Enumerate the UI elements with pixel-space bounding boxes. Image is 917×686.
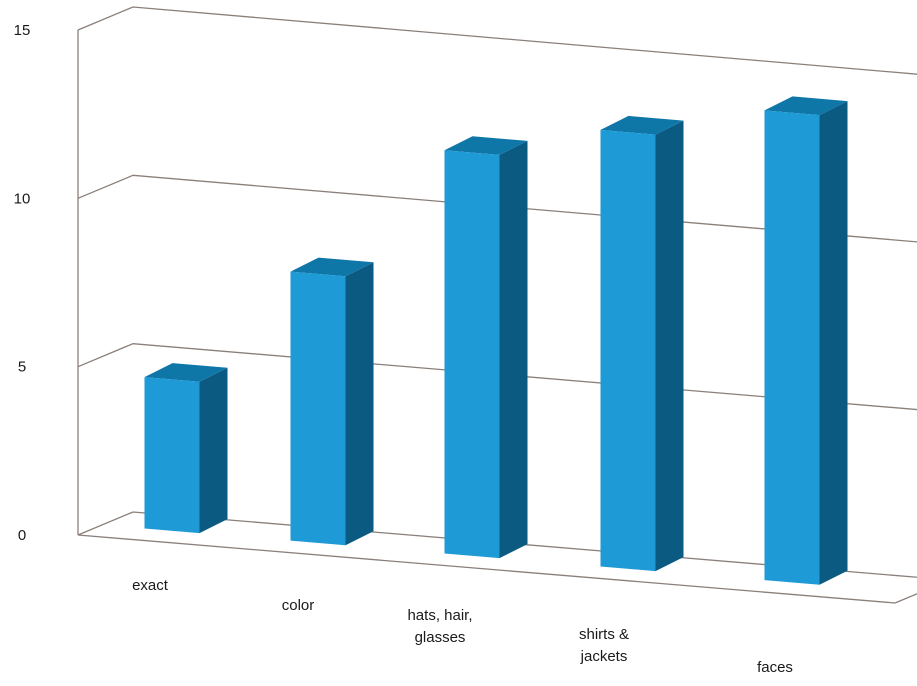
x-category-label-4: faces: [757, 659, 793, 676]
y-tick-label-5: 5: [18, 359, 26, 376]
gridline-15: [77, 6, 917, 75]
y-tick-label-0: 0: [18, 527, 26, 544]
bar-front-3: [600, 129, 656, 572]
bar-top-2: [444, 136, 528, 155]
bar-top-3: [600, 115, 684, 135]
bar-top-0: [144, 363, 228, 382]
bar-side-0: [199, 367, 228, 534]
bar-side-3: [655, 120, 684, 572]
bar-side-1: [345, 262, 374, 546]
bar-3: [600, 115, 684, 572]
bar-front-1: [290, 271, 346, 546]
bar-side-4: [819, 101, 848, 585]
x-category-label-1: color: [282, 597, 315, 614]
x-category-label-0: exact: [132, 577, 169, 594]
x-category-label-3: shirts & jackets: [579, 626, 629, 665]
bar-4: [764, 96, 848, 585]
bar-top-4: [764, 96, 848, 116]
x-axis-category-labels: exact color hats, hair, glasses shirts & jack…: [132, 577, 793, 676]
x-category-label-2: hats, hair, glasses: [407, 607, 472, 646]
bar-2: [444, 136, 528, 559]
y-tick-label-10: 10: [14, 190, 31, 207]
bar-front-0: [144, 377, 200, 534]
bar-side-2: [499, 140, 528, 559]
y-axis-tick-labels: 0 5 10 15: [14, 22, 31, 544]
chart-bars: [144, 96, 848, 585]
bar-front-2: [444, 150, 500, 559]
floor-right-edge: [894, 593, 917, 604]
bar-front-4: [764, 110, 820, 585]
bar-0: [144, 363, 228, 534]
bar-1: [290, 257, 374, 546]
floor-front-edge: [77, 534, 896, 604]
y-tick-label-15: 15: [14, 22, 31, 39]
bar-top-1: [290, 257, 374, 277]
